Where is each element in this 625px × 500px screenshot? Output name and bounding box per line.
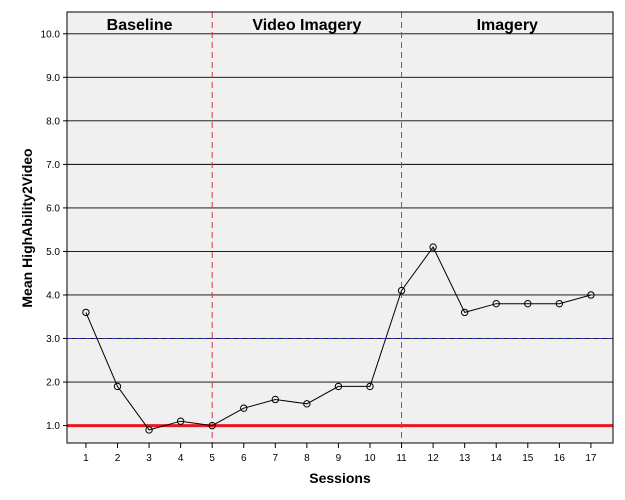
x-tick-label: 8 (304, 453, 310, 464)
x-tick-label: 2 (115, 453, 121, 464)
x-tick-label: 7 (273, 453, 279, 464)
phase-label: Video Imagery (252, 17, 361, 34)
data-point (334, 382, 343, 391)
reference-lines (67, 338, 613, 428)
x-tick-label: 17 (585, 453, 597, 464)
x-tick-label: 14 (491, 453, 503, 464)
phase-label: Imagery (477, 17, 538, 34)
data-point (397, 286, 406, 295)
x-tick-label: 13 (459, 453, 471, 464)
data-point (587, 291, 595, 299)
x-tick-label: 12 (428, 453, 440, 464)
data-point (492, 299, 500, 308)
x-tick-label: 5 (209, 453, 215, 464)
y-tick-label: 3.0 (46, 334, 60, 345)
data-point (208, 421, 216, 430)
phase-change-lines (211, 12, 403, 443)
x-tick-label: 15 (522, 453, 534, 464)
data-point (240, 404, 248, 412)
plot-background (67, 12, 613, 443)
x-tick-label: 16 (554, 453, 566, 464)
data-point (303, 400, 311, 408)
y-axis-title: Mean HighAbility2Video (19, 148, 35, 307)
data-series (82, 243, 595, 434)
data-point (524, 299, 532, 308)
x-tick-label: 6 (241, 453, 247, 464)
y-tick-label: 10.0 (41, 29, 61, 40)
y-tick-label: 4.0 (46, 290, 60, 301)
data-point (460, 308, 469, 317)
data-point (429, 243, 437, 251)
x-tick-label: 4 (178, 453, 184, 464)
y-tick-label: 7.0 (46, 160, 60, 171)
x-tick-label: 3 (146, 453, 152, 464)
y-tick-label: 2.0 (46, 378, 60, 389)
x-axis-title: Sessions (309, 470, 371, 486)
x-tick-label: 1 (83, 453, 89, 464)
y-tick-label: 5.0 (46, 247, 60, 258)
data-point (271, 395, 280, 404)
y-tick-label: 9.0 (46, 73, 60, 84)
data-point (113, 382, 122, 391)
y-tick-label: 1.0 (46, 421, 60, 432)
data-point (145, 426, 153, 434)
y-tick-label: 8.0 (46, 116, 60, 127)
x-axis: 1 2 3 4 5 6 7 8 9 10 11 12 13 14 15 16 17 (83, 443, 597, 464)
y-tick-label: 6.0 (46, 203, 60, 214)
x-tick-label: 9 (336, 453, 342, 464)
phase-label: Baseline (107, 17, 173, 34)
data-point (366, 382, 374, 391)
data-point (82, 308, 90, 317)
data-point (555, 299, 564, 308)
phase-labels: Baseline Video Imagery Imagery (107, 17, 538, 34)
series-line (85, 246, 592, 431)
x-tick-label: 11 (396, 453, 407, 464)
plot-frame (66, 11, 614, 444)
y-axis: 1.0 2.0 3.0 4.0 5.0 6.0 7.0 8.0 9.0 10.0 (41, 29, 67, 432)
data-point (176, 417, 185, 425)
x-tick-label: 10 (364, 453, 376, 464)
